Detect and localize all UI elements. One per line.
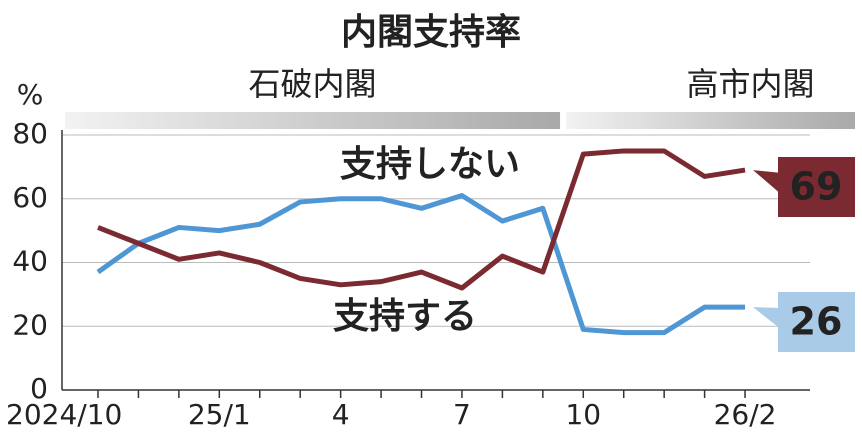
y-tick-label: 20 — [12, 308, 48, 341]
series-label: 支持しない — [340, 144, 520, 185]
x-tick-label: 10 — [565, 398, 601, 431]
x-tick-label: 26/2 — [714, 398, 777, 431]
period-bar — [566, 112, 855, 129]
chart-title: 内閣支持率 — [341, 12, 521, 53]
period-label: 石破内閣 — [249, 65, 377, 103]
y-tick-label: 0 — [30, 372, 48, 405]
x-tick-label: 25/1 — [188, 398, 251, 431]
value-label: 26 — [790, 300, 843, 344]
y-tick-label: 40 — [12, 245, 48, 278]
value-label: 69 — [790, 165, 843, 209]
x-tick-label: 7 — [453, 398, 471, 431]
y-unit: % — [17, 78, 44, 111]
callout-box — [778, 292, 855, 352]
period-label: 高市内閣 — [687, 65, 815, 103]
period-bar — [65, 112, 561, 129]
callout-pointer — [753, 170, 782, 195]
line-series — [96, 193, 746, 336]
y-tick-label: 80 — [12, 117, 48, 150]
x-tick-label: 4 — [332, 398, 350, 431]
x-tick-label: 2024/10 — [6, 398, 122, 431]
series-label: 支持する — [333, 296, 477, 337]
line-series — [97, 148, 746, 291]
callout-box — [778, 157, 855, 217]
y-tick-label: 60 — [12, 181, 48, 214]
callout-pointer — [753, 307, 782, 330]
